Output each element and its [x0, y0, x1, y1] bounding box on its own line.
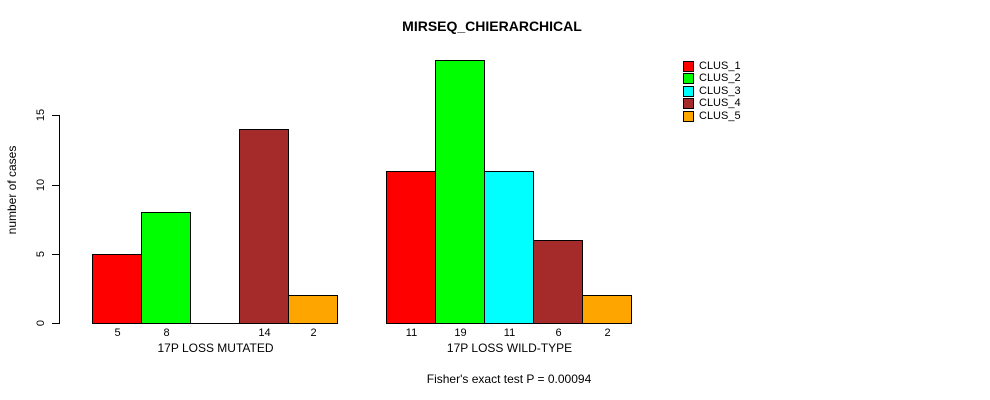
legend-swatch — [683, 60, 694, 72]
bar — [533, 240, 583, 324]
legend-item: CLUS_3 — [683, 85, 741, 98]
y-axis-tick — [52, 254, 60, 255]
footnote: Fisher's exact test P = 0.00094 — [426, 372, 592, 386]
bar — [141, 212, 191, 324]
y-axis-line — [59, 115, 60, 324]
group-label: 17P LOSS WILD-TYPE — [446, 341, 573, 355]
bar — [582, 295, 632, 324]
legend-label: CLUS_3 — [699, 84, 741, 97]
legend-item: CLUS_2 — [683, 73, 741, 86]
bar — [288, 295, 338, 324]
y-axis-tick-label: 5 — [35, 250, 47, 258]
legend-swatch — [683, 98, 694, 110]
y-axis-tick-label: 15 — [35, 108, 47, 122]
bar — [435, 60, 485, 324]
group-label: 17P LOSS MUTATED — [157, 341, 274, 355]
y-axis-tick — [52, 185, 60, 186]
y-axis-tick — [52, 323, 60, 324]
bar-value-label: 19 — [454, 327, 467, 339]
legend-label: CLUS_4 — [699, 97, 741, 110]
legend-item: CLUS_5 — [683, 110, 741, 123]
legend-label: CLUS_5 — [699, 109, 741, 122]
bar — [92, 254, 142, 324]
legend-swatch — [683, 85, 694, 97]
legend-label: CLUS_2 — [699, 72, 741, 85]
bar-value-label: 6 — [555, 327, 562, 339]
legend: CLUS_1 CLUS_2 CLUS_3 CLUS_4 CLUS_5 — [683, 60, 741, 123]
bar — [190, 323, 240, 324]
bar — [239, 129, 289, 324]
bar-value-label: 11 — [405, 327, 418, 339]
bar-value-label: 2 — [310, 327, 317, 339]
chart-title: MIRSEQ_CHIERARCHICAL — [402, 18, 582, 34]
bar-value-label: 8 — [163, 327, 170, 339]
legend-item: CLUS_4 — [683, 98, 741, 111]
y-axis-tick-label: 10 — [35, 178, 47, 192]
legend-swatch — [683, 110, 694, 122]
legend-label: CLUS_1 — [699, 59, 741, 72]
bar-value-label: 11 — [503, 327, 516, 339]
y-axis-tick — [52, 115, 60, 116]
bar-value-label: 14 — [258, 327, 271, 339]
legend-item: CLUS_1 — [683, 60, 741, 73]
bar-value-label: 5 — [114, 327, 121, 339]
bar — [484, 171, 534, 324]
bar — [386, 171, 436, 324]
bar-value-label: 2 — [604, 327, 611, 339]
y-axis-label: number of cases — [5, 145, 19, 235]
y-axis-tick-label: 0 — [35, 319, 47, 327]
legend-swatch — [683, 73, 694, 85]
